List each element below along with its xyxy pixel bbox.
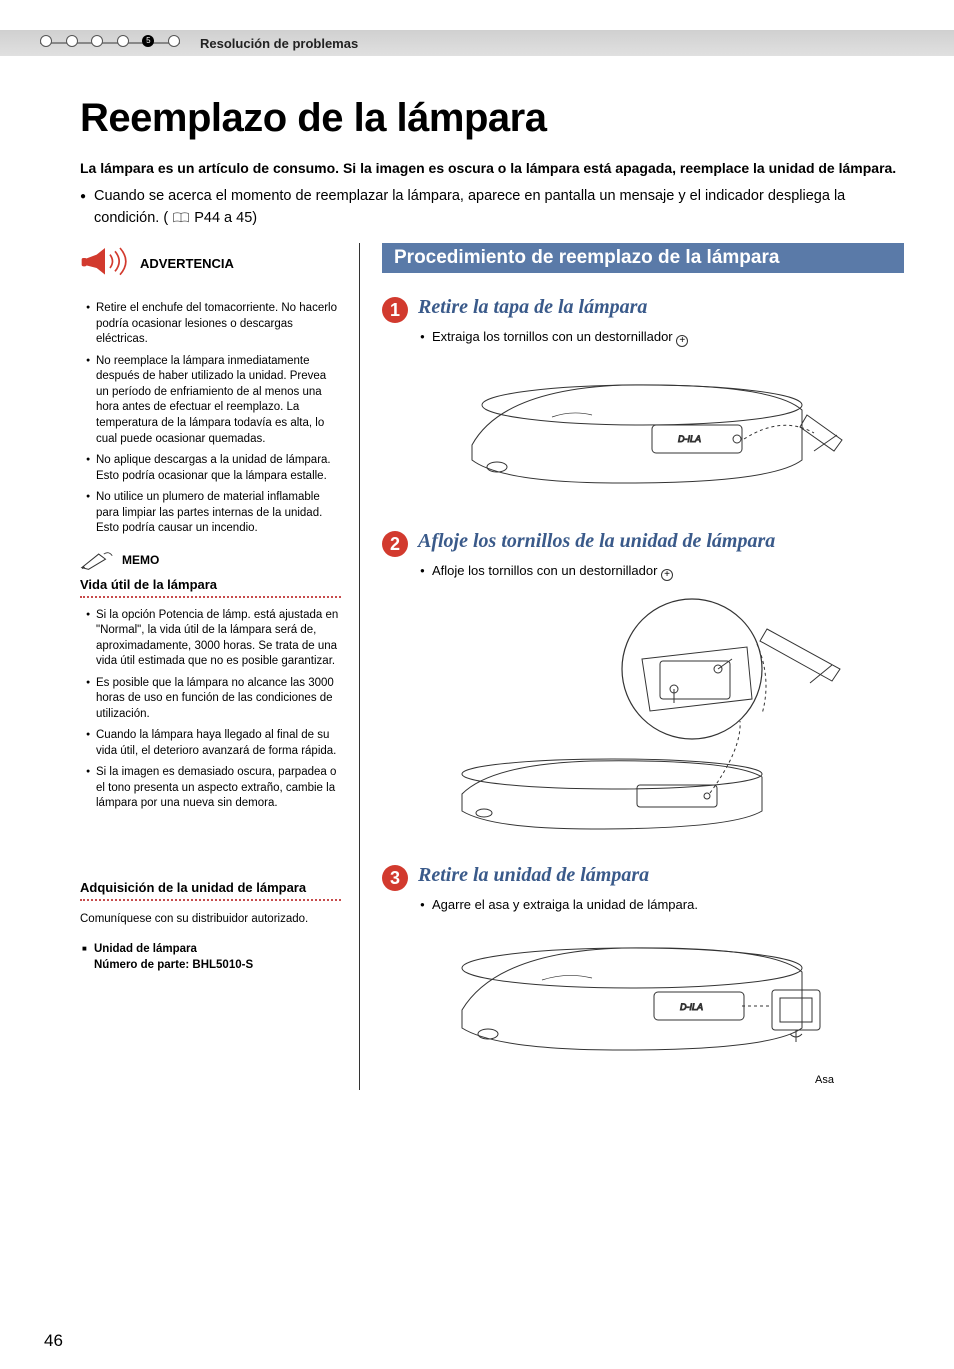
warning-item: Retire el enchufe del tomacorriente. No … <box>86 301 341 348</box>
phillips-icon: + <box>676 335 688 347</box>
dotted-rule <box>80 899 341 901</box>
step-instruction-text: Afloje los tornillos con un destornillad… <box>432 563 657 578</box>
diagram-step-3: D-ILA <box>442 920 904 1070</box>
diagram-step-1: D-ILA <box>442 355 904 505</box>
section-title: Resolución de problemas <box>200 36 358 51</box>
part-list: Unidad de lámpara <box>82 941 341 957</box>
memo-icon <box>80 549 114 571</box>
warning-item: No utilice un plumero de material inflam… <box>86 490 341 537</box>
page-title: Reemplazo de la lámpara <box>80 96 904 141</box>
intro-ref: P44 a 45 <box>194 210 252 226</box>
section-header-bar: 5 Resolución de problemas <box>0 30 954 56</box>
page-content: Reemplazo de la lámpara La lámpara es un… <box>0 56 954 1090</box>
memo-header: MEMO <box>80 549 341 571</box>
purchase-text: Comuníquese con su distribuidor autoriza… <box>80 911 341 927</box>
warning-item: No aplique descargas a la unidad de lámp… <box>86 453 341 484</box>
memo-title: MEMO <box>122 553 159 567</box>
step-instruction-text: Agarre el asa y extraiga la unidad de lá… <box>432 897 698 912</box>
step-title: Retire la tapa de la lámpara <box>418 295 647 320</box>
dotted-rule <box>80 596 341 598</box>
warning-title: ADVERTENCIA <box>140 256 234 271</box>
nav-dot-current: 5 <box>142 35 154 47</box>
handle-label: Asa <box>382 1074 904 1086</box>
intro-end: ) <box>252 210 257 226</box>
step-number-badge: 1 <box>382 297 408 323</box>
right-column: Procedimiento de reemplazo de la lámpara… <box>360 243 904 1090</box>
step-instruction-text: Extraiga los tornillos con un destornill… <box>432 329 673 344</box>
two-column-layout: ADVERTENCIA Retire el enchufe del tomaco… <box>80 243 904 1090</box>
warning-list: Retire el enchufe del tomacorriente. No … <box>86 301 341 536</box>
page-number: 46 <box>44 1331 63 1351</box>
warning-header: ADVERTENCIA <box>80 243 341 283</box>
nav-dot <box>66 35 78 47</box>
nav-dot <box>117 35 129 47</box>
memo-list: Si la opción Potencia de lámp. está ajus… <box>86 608 341 812</box>
step-instruction: Extraiga los tornillos con un destornill… <box>382 329 904 347</box>
svg-text:D-ILA: D-ILA <box>680 1002 703 1012</box>
memo-heading: Vida útil de la lámpara <box>80 577 341 592</box>
intro-bullet: Cuando se acerca el momento de reemplaza… <box>80 186 904 230</box>
purchase-heading: Adquisición de la unidad de lámpara <box>80 880 341 895</box>
phillips-icon: + <box>661 569 673 581</box>
part-number: Número de parte: BHL5010-S <box>80 959 341 971</box>
part-label: Unidad de lámpara <box>82 941 341 957</box>
step-number-badge: 2 <box>382 531 408 557</box>
nav-dot <box>91 35 103 47</box>
memo-item: Cuando la lámpara haya llegado al final … <box>86 728 341 759</box>
step-instruction: Agarre el asa y extraiga la unidad de lá… <box>382 897 904 912</box>
memo-item: Si la imagen es demasiado oscura, parpad… <box>86 765 341 812</box>
warning-item: No reemplace la lámpara inmediatamente d… <box>86 354 341 447</box>
step-title: Retire la unidad de lámpara <box>418 863 649 888</box>
megaphone-icon <box>80 243 130 283</box>
step-2: 2 Afloje los tornillos de la unidad de l… <box>382 529 904 839</box>
intro-bold-text: La lámpara es un artículo de consumo. Si… <box>80 159 904 178</box>
step-header: 3 Retire la unidad de lámpara <box>382 863 904 891</box>
nav-dots-rail: 5 <box>40 42 180 44</box>
nav-dot <box>40 35 52 47</box>
step-3: 3 Retire la unidad de lámpara Agarre el … <box>382 863 904 1086</box>
step-header: 2 Afloje los tornillos de la unidad de l… <box>382 529 904 557</box>
step-1: 1 Retire la tapa de la lámpara Extraiga … <box>382 295 904 505</box>
diagram-step-2 <box>442 589 904 839</box>
memo-item: Es posible que la lámpara no alcance las… <box>86 676 341 723</box>
reference-icon <box>172 212 190 224</box>
step-instruction: Afloje los tornillos con un destornillad… <box>382 563 904 581</box>
nav-dot <box>168 35 180 47</box>
procedure-banner: Procedimiento de reemplazo de la lámpara <box>382 243 904 273</box>
page: 5 Resolución de problemas Reemplazo de l… <box>0 30 954 1369</box>
left-column: ADVERTENCIA Retire el enchufe del tomaco… <box>80 243 360 1090</box>
step-title: Afloje los tornillos de la unidad de lám… <box>418 529 775 554</box>
memo-item: Si la opción Potencia de lámp. está ajus… <box>86 608 341 670</box>
step-number-badge: 3 <box>382 865 408 891</box>
svg-text:D-ILA: D-ILA <box>678 434 701 444</box>
step-header: 1 Retire la tapa de la lámpara <box>382 295 904 323</box>
